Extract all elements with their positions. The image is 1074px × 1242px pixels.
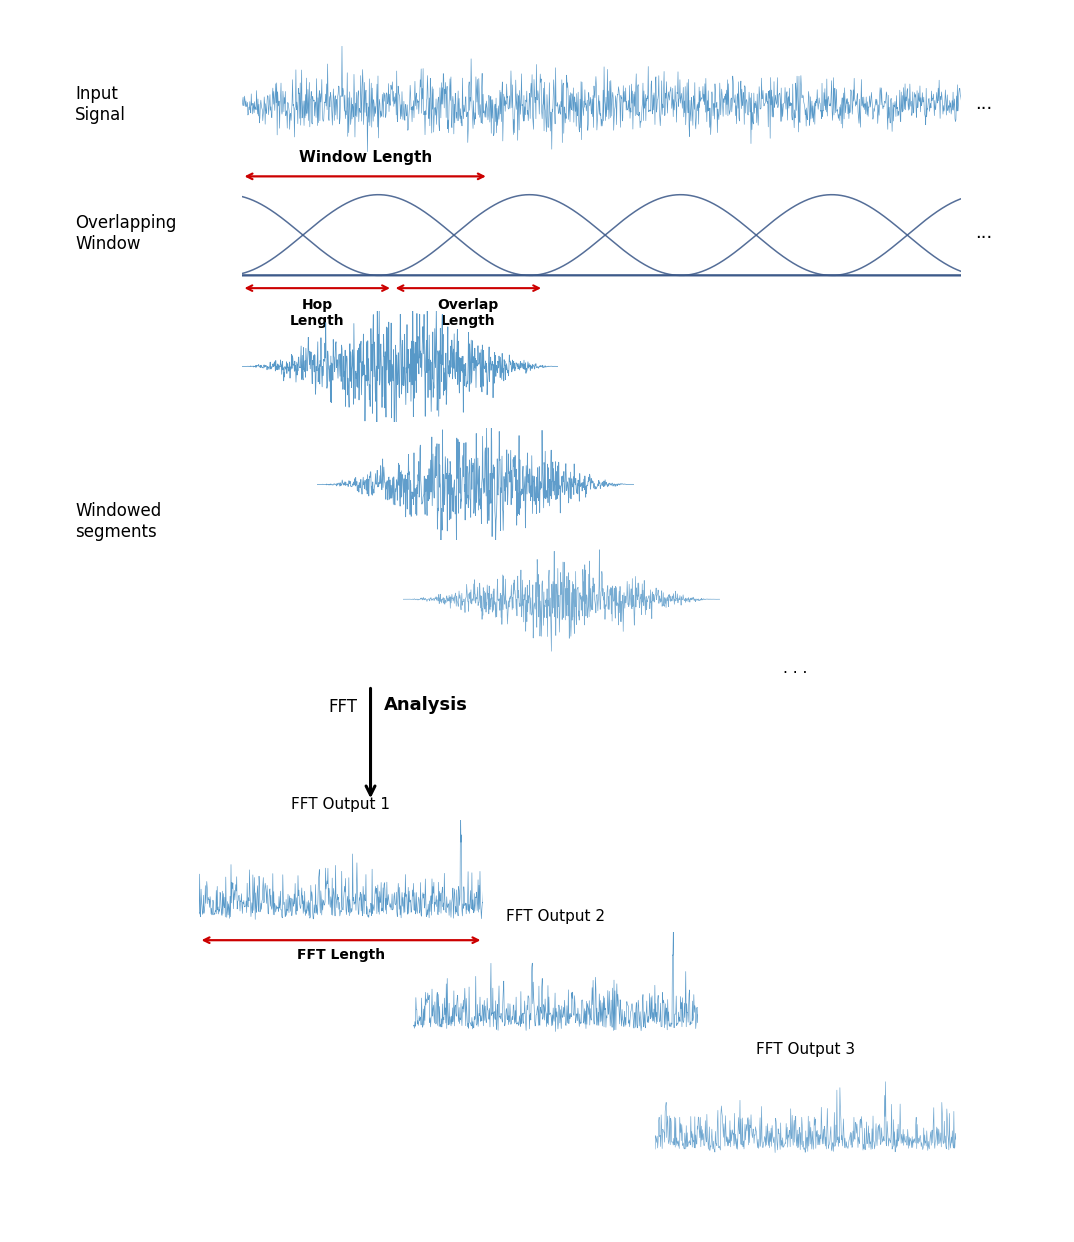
Text: Analysis: Analysis xyxy=(383,696,467,713)
Text: FFT: FFT xyxy=(329,698,358,715)
Text: Overlapping
Window: Overlapping Window xyxy=(75,214,176,253)
Text: FFT Output 3: FFT Output 3 xyxy=(756,1042,855,1057)
Text: ...: ... xyxy=(975,225,992,242)
Text: FFT Length: FFT Length xyxy=(296,948,386,961)
Text: Hop
Length: Hop Length xyxy=(290,298,345,328)
Text: Windowed
segments: Windowed segments xyxy=(75,502,161,542)
Text: Overlap
Length: Overlap Length xyxy=(438,298,499,328)
Text: FFT Output 1: FFT Output 1 xyxy=(291,797,391,812)
Text: Window Length: Window Length xyxy=(299,150,432,165)
Text: ...: ... xyxy=(975,96,992,113)
Text: Input
Signal: Input Signal xyxy=(75,84,126,124)
Text: FFT Output 2: FFT Output 2 xyxy=(506,909,606,924)
Text: · · ·: · · · xyxy=(783,666,807,681)
